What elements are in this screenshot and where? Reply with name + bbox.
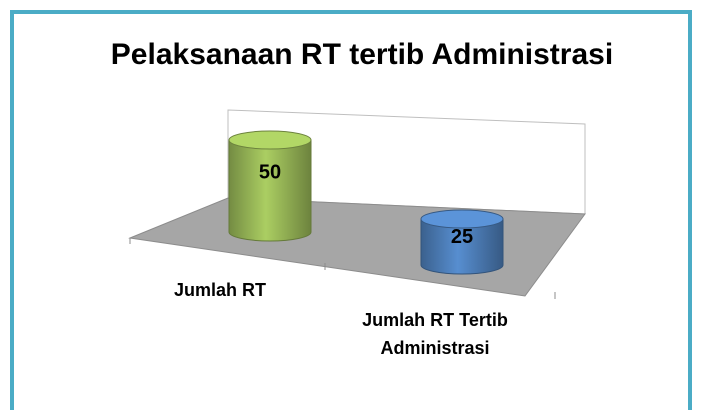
x-tick-label: Jumlah RT Tertib Administrasi xyxy=(362,310,508,358)
bar-top xyxy=(420,209,504,229)
frame xyxy=(10,10,692,410)
chart-title: Pelaksanaan RT tertib Administrasi xyxy=(110,38,614,71)
x-tick-label: Jumlah RT xyxy=(173,280,266,300)
bar xyxy=(228,139,312,242)
bar xyxy=(420,218,504,275)
data-label: 25 xyxy=(451,226,473,248)
data-label: 50 xyxy=(259,162,281,184)
bar-top xyxy=(228,130,312,150)
